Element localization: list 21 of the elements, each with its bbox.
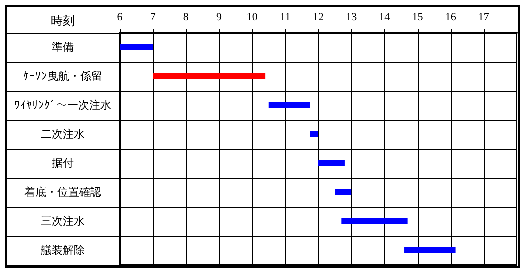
x-tick-label: 9	[216, 12, 222, 24]
x-tick-label: 10	[246, 12, 258, 24]
x-tick-label: 6	[117, 12, 124, 24]
y-tick-label: 二次注水	[41, 128, 85, 141]
x-tick-label: 11	[280, 12, 291, 24]
x-tick-label: 17	[478, 12, 490, 24]
y-tick-label: 据付	[52, 157, 74, 170]
x-tick-label: 13	[346, 12, 358, 24]
x-tick-label: 15	[412, 12, 424, 24]
y-tick-label: 準備	[52, 41, 74, 54]
x-tick-label: 16	[445, 12, 457, 24]
x-axis-title: 時刻	[51, 14, 75, 28]
x-tick-label: 8	[183, 12, 190, 24]
y-tick-label: ﾜｲﾔﾘﾝｸﾞ～一次注水	[14, 99, 112, 112]
x-tick-label: 14	[379, 12, 391, 24]
y-tick-label: 艤装解除	[41, 244, 85, 257]
y-tick-label: 着底・位置確認	[24, 186, 102, 199]
y-tick-label: ｹｰｿﾝ曳航・係留	[24, 70, 102, 83]
y-tick-label: 三次注水	[41, 215, 85, 228]
x-tick-label: 12	[313, 12, 324, 24]
x-tick-label: 7	[150, 12, 156, 24]
